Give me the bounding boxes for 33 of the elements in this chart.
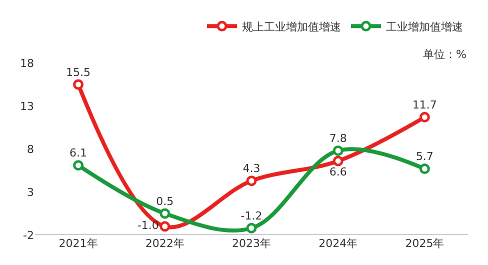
data-label: 7.8: [329, 132, 347, 145]
data-label: 4.3: [242, 162, 260, 176]
data-label: 6.6: [329, 165, 347, 178]
point: [332, 156, 344, 166]
data-label: 11.7: [412, 98, 437, 112]
point: [160, 221, 170, 232]
y-tick-label: -2: [23, 228, 34, 242]
text: 单位：%: [423, 48, 466, 61]
legend-label: 工业增加值增速: [386, 20, 463, 34]
x-tick-label: 2023年: [232, 237, 271, 250]
y-tick-label: 8: [27, 142, 34, 156]
point: [419, 164, 430, 174]
x-tick-label: 2024年: [318, 237, 358, 250]
data-label: 5.7: [416, 150, 434, 164]
point: [419, 112, 430, 122]
point: [332, 145, 344, 156]
point: [246, 222, 257, 234]
x-tick-label: 2022年: [145, 237, 184, 250]
point: [160, 208, 170, 219]
data-label: 0.5: [156, 194, 174, 208]
point: [73, 160, 84, 171]
point: [73, 79, 84, 90]
legend-label: 规上工业增加值增速: [242, 20, 341, 34]
y-tick-label: 18: [20, 56, 34, 70]
data-label: -1.2: [240, 209, 262, 222]
y-tick-label: 13: [20, 100, 34, 113]
x-tick-label: 2021年: [58, 237, 98, 250]
data-label: 15.5: [66, 66, 91, 79]
x-tick-label: 2025年: [405, 237, 444, 250]
y-tick-label: 3: [27, 186, 34, 199]
data-label: 6.1: [70, 146, 88, 160]
data-label: -1.0: [137, 219, 159, 232]
point: [246, 176, 257, 186]
